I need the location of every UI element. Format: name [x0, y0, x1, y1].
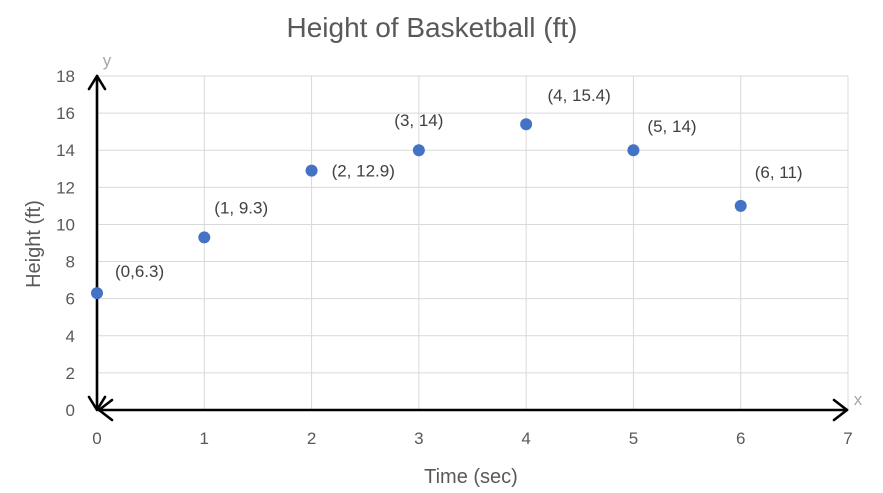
y-tick-label: 14 [56, 141, 75, 160]
data-label: (2, 12.9) [332, 162, 395, 181]
x-axis-left-arrow [97, 398, 114, 422]
x-axis-title: Time (sec) [424, 466, 518, 488]
chart-title: Height of Basketball (ft) [286, 12, 577, 43]
y-tick-label: 8 [66, 253, 75, 272]
data-label: (5, 14) [647, 117, 696, 136]
data-label: (0,6.3) [115, 262, 164, 281]
y-tick-label: 10 [56, 215, 75, 234]
x-tick-label: 1 [200, 429, 209, 448]
y-tick-label: 0 [66, 401, 75, 420]
y-tick-label: 2 [66, 364, 75, 383]
data-label: (3, 14) [394, 111, 443, 130]
y-tick-label: 6 [66, 290, 75, 309]
data-label: (4, 15.4) [547, 86, 610, 105]
y-axis-bottom-arrow [87, 395, 107, 412]
y-tick-label: 4 [66, 327, 75, 346]
y-tick-label: 18 [56, 67, 75, 86]
x-tick-label: 7 [843, 429, 852, 448]
gridlines [97, 75, 849, 410]
data-point [305, 164, 318, 177]
y-axis-top-arrow [87, 74, 107, 91]
x-axis-letter: x [854, 390, 863, 409]
x-tick-label: 6 [736, 429, 745, 448]
x-axis-right-arrow [832, 398, 849, 422]
x-tick-label: 3 [414, 429, 423, 448]
y-axis-letter: y [103, 51, 112, 70]
data-point [627, 144, 640, 157]
data-point [520, 118, 533, 131]
y-axis-title: Height (ft) [23, 200, 45, 288]
x-tick-label: 2 [307, 429, 316, 448]
data-label: (1, 9.3) [214, 198, 268, 217]
data-label: (6, 11) [755, 163, 803, 182]
y-tick-label: 12 [56, 178, 75, 197]
y-tick-label: 16 [56, 104, 75, 123]
axes [87, 74, 849, 422]
data-point [412, 144, 425, 157]
data-points [91, 118, 747, 300]
x-tick-label: 4 [521, 429, 530, 448]
x-tick-label: 5 [629, 429, 638, 448]
data-point [734, 199, 747, 212]
x-tick-label: 0 [92, 429, 101, 448]
data-labels: (0,6.3) (1, 9.3) (2, 12.9) (3, 14) (4, 15.4)… [115, 86, 803, 281]
data-point [198, 231, 211, 244]
data-point [91, 287, 103, 300]
